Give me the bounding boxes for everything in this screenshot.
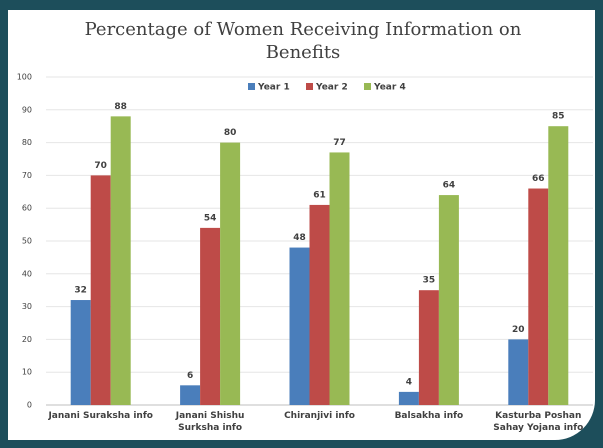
y-tick-label: 80 [22, 138, 32, 147]
legend-swatch [248, 83, 255, 90]
data-label: 77 [333, 138, 346, 148]
x-tick-label: Balsakha info [394, 411, 464, 421]
bar [398, 391, 419, 405]
data-label: 66 [532, 174, 545, 184]
data-label: 20 [512, 325, 525, 335]
bar [289, 247, 310, 405]
legend-label: Year 2 [315, 83, 348, 93]
y-tick-label: 20 [22, 335, 32, 344]
bar [220, 142, 241, 405]
legend-swatch [364, 83, 371, 90]
bar [438, 195, 459, 405]
x-tick-label: Chiranjivi info [284, 411, 355, 421]
chart-panel: 0 10 20 30 40 50 60 70 80 90 100 Year 1 Year 2 Year 4… [8, 10, 595, 440]
data-label: 61 [313, 190, 326, 200]
legend-label: Year 4 [373, 83, 406, 93]
y-tick-label: 90 [22, 105, 32, 114]
bar [90, 175, 111, 405]
bar [70, 300, 91, 405]
data-label: 48 [293, 233, 306, 243]
y-tick-label: 70 [22, 171, 32, 180]
bar [110, 116, 131, 406]
data-label: 80 [224, 128, 237, 138]
y-tick-label: 50 [22, 237, 32, 246]
data-label: 85 [552, 112, 565, 122]
bar [528, 188, 549, 405]
data-label: 64 [443, 181, 456, 191]
y-tick-label: 100 [17, 73, 32, 82]
y-tick-label: 0 [27, 401, 32, 410]
legend-label: Year 1 [257, 83, 290, 93]
bar [508, 339, 529, 405]
y-tick-label: 60 [22, 204, 32, 213]
chart-title: Percentage of Women Receiving Informatio… [84, 19, 522, 63]
bar [200, 227, 221, 405]
y-tick-label: 10 [22, 368, 32, 377]
bar [329, 152, 350, 405]
x-tick-label: Janani Suraksha info [48, 411, 153, 421]
bar [309, 204, 330, 405]
data-label: 88 [114, 102, 127, 112]
legend-swatch [306, 83, 313, 90]
y-tick-label: 40 [22, 269, 32, 278]
x-tick-label: Janani Shishu Surksha info [175, 411, 245, 433]
data-label: 54 [204, 213, 217, 223]
bar [418, 290, 439, 405]
data-label: 32 [74, 286, 87, 296]
data-label: 70 [94, 161, 107, 171]
y-tick-label: 30 [22, 302, 32, 311]
chart: 0 10 20 30 40 50 60 70 80 90 100 Year 1 Year 2 Year 4… [17, 73, 593, 410]
bar [180, 385, 201, 405]
data-label: 4 [406, 377, 412, 387]
data-label: 6 [187, 371, 193, 381]
x-tick-label: Kasturba Poshan Sahay Yojana info [493, 411, 584, 433]
bar [548, 126, 569, 405]
data-label: 35 [423, 276, 436, 286]
